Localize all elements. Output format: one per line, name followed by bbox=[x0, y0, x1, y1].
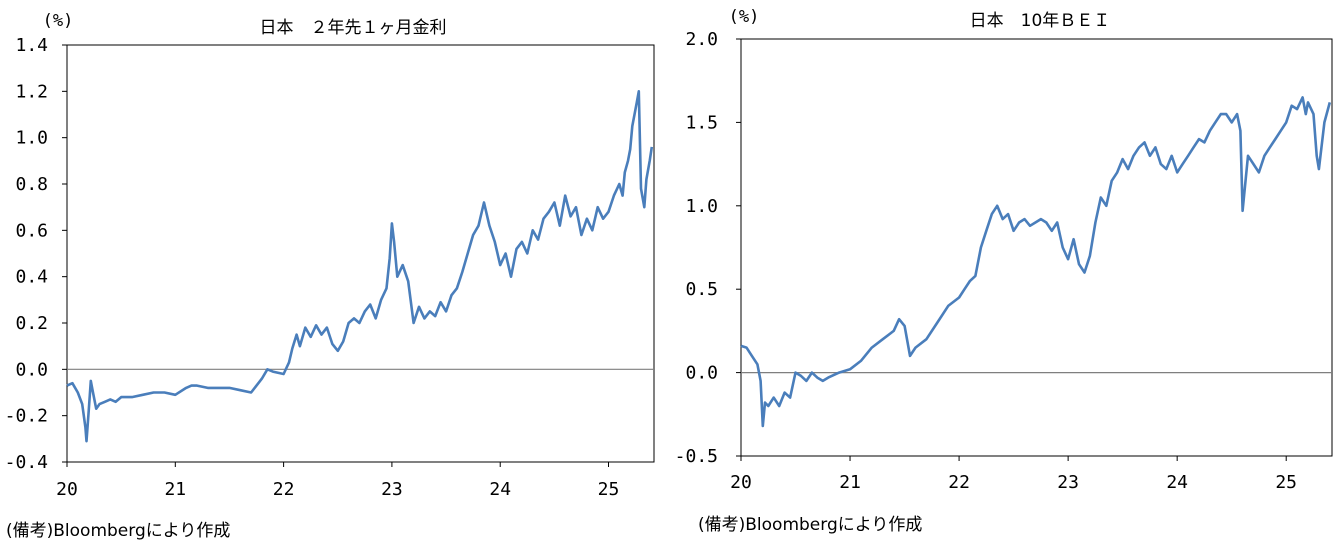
x-tick-label: 21 bbox=[839, 472, 861, 493]
y-tick-label: 0.5 bbox=[685, 279, 718, 300]
caption-right: (備考)Bloombergにより作成 bbox=[698, 515, 923, 535]
unit-label: (%) bbox=[729, 7, 760, 27]
x-tick-label: 22 bbox=[948, 472, 970, 493]
y-tick-label: 1.2 bbox=[15, 81, 48, 102]
plot-frame bbox=[66, 44, 655, 463]
y-tick-label: -0.2 bbox=[5, 406, 48, 427]
x-tick-label: 21 bbox=[164, 479, 186, 500]
x-tick-label: 25 bbox=[598, 479, 620, 500]
series-line bbox=[66, 90, 654, 443]
y-tick-label: 0.4 bbox=[15, 267, 48, 288]
plot-frame bbox=[740, 38, 1333, 457]
x-tick-label: 24 bbox=[489, 479, 511, 500]
chart-panel-right: 日本 10年ＢＥＩ (%) 2.0 1.5 1.0 0.5 0.0 -0.5 20 21 22 23 2… bbox=[670, 0, 1341, 543]
y-tick-label: 0.0 bbox=[685, 363, 718, 384]
y-tick-label: 2.0 bbox=[685, 29, 718, 50]
unit-label: (%) bbox=[43, 11, 74, 31]
series-line bbox=[740, 96, 1332, 428]
y-tick-label: 0.8 bbox=[15, 174, 48, 195]
x-tick-label: 20 bbox=[56, 479, 78, 500]
y-tick-label: 1.4 bbox=[15, 35, 48, 56]
caption-left: (備考)Bloombergにより作成 bbox=[6, 521, 231, 541]
x-tick-label: 24 bbox=[1166, 472, 1188, 493]
x-tick-label: 25 bbox=[1275, 472, 1297, 493]
y-tick-label: 1.0 bbox=[685, 196, 718, 217]
x-tick-label: 22 bbox=[273, 479, 295, 500]
y-tick-label: -0.4 bbox=[5, 452, 48, 473]
y-tick-label: -0.5 bbox=[675, 446, 718, 467]
chart-title: 日本 ２年先１ヶ月金利 bbox=[260, 18, 447, 38]
y-tick-label: 1.0 bbox=[15, 128, 48, 149]
x-tick-label: 23 bbox=[381, 479, 403, 500]
y-tick-label: 0.0 bbox=[15, 359, 48, 380]
y-tick-label: 0.2 bbox=[15, 313, 48, 334]
chart-right-svg: 日本 10年ＢＥＩ (%) 2.0 1.5 1.0 0.5 0.0 -0.5 20 21 22 23 2… bbox=[675, 7, 1333, 493]
x-tick-label: 20 bbox=[730, 472, 752, 493]
chart-left-svg: 日本 ２年先１ヶ月金利 (%) 1.4 1.2 1.0 0.8 0.6 0.4 0.2 0.0 -0… bbox=[5, 11, 655, 500]
y-tick-label: 1.5 bbox=[685, 112, 718, 133]
chart-title: 日本 10年ＢＥＩ bbox=[970, 11, 1111, 31]
chart-panel-left: 日本 ２年先１ヶ月金利 (%) 1.4 1.2 1.0 0.8 0.6 0.4 0.2 0.0 -0… bbox=[0, 0, 670, 543]
x-tick-label: 23 bbox=[1057, 472, 1079, 493]
y-tick-label: 0.6 bbox=[15, 220, 48, 241]
